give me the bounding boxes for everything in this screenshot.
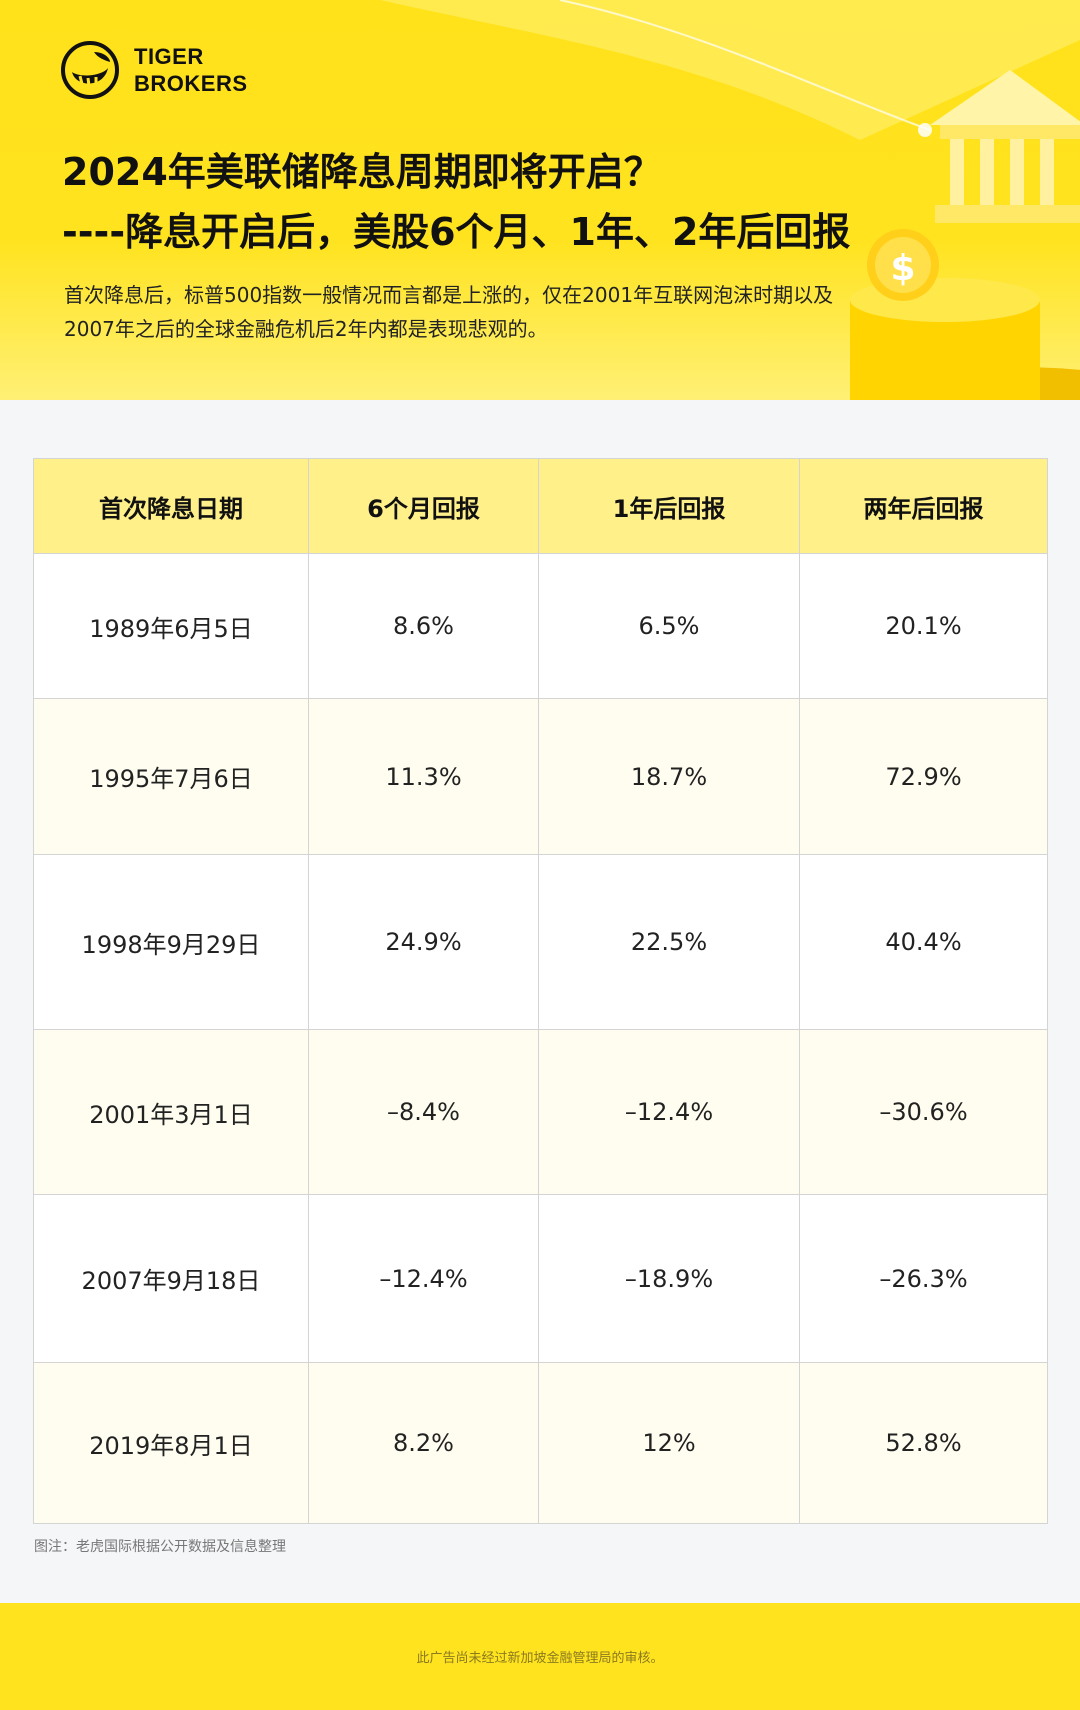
table-row: 1998年9月29日 24.9% 22.5% 40.4% xyxy=(33,854,1048,1030)
cell-6-month: 8.2% xyxy=(308,1362,539,1524)
cell-2-year: –26.3% xyxy=(799,1194,1048,1363)
title-line-2: ----降息开启后，美股6个月、1年、2年后回报 xyxy=(62,210,851,254)
dollar-coin-icon: $ xyxy=(867,229,939,301)
cell-1-year: 18.7% xyxy=(538,698,800,855)
cell-6-month: 24.9% xyxy=(308,854,539,1030)
table-row: 2007年9月18日 –12.4% –18.9% –26.3% xyxy=(33,1194,1048,1363)
table-row: 1995年7月6日 11.3% 18.7% 72.9% xyxy=(33,698,1048,855)
cell-6-month: 11.3% xyxy=(308,698,539,855)
svg-text:$: $ xyxy=(890,248,915,289)
cell-2-year: –30.6% xyxy=(799,1029,1048,1195)
podium-icon xyxy=(850,278,1080,400)
cell-2-year: 20.1% xyxy=(799,553,1048,699)
table-row: 1989年6月5日 8.6% 6.5% 20.1% xyxy=(33,553,1048,699)
returns-table-container: 首次降息日期 6个月回报 1年后回报 两年后回报 1989年6月5日 8.6% … xyxy=(33,458,1048,1524)
cell-date: 2001年3月1日 xyxy=(33,1029,309,1195)
header-first-cut-date: 首次降息日期 xyxy=(33,458,309,554)
table-header-row: 首次降息日期 6个月回报 1年后回报 两年后回报 xyxy=(33,458,1048,554)
cell-6-month: –12.4% xyxy=(308,1194,539,1363)
cell-2-year: 72.9% xyxy=(799,698,1048,855)
cell-6-month: –8.4% xyxy=(308,1029,539,1195)
hero-decoration: $ xyxy=(380,0,1080,400)
cell-date: 2007年9月18日 xyxy=(33,1194,309,1363)
disclaimer-text: 此广告尚未经过新加坡金融管理局的审核。 xyxy=(416,1651,664,1666)
cell-1-year: –12.4% xyxy=(538,1029,800,1195)
cell-1-year: –18.9% xyxy=(538,1194,800,1363)
brand-name-line2: BROKERS xyxy=(134,71,248,96)
cell-date: 1998年9月29日 xyxy=(33,854,309,1030)
brand-logo: TIGER BROKERS xyxy=(60,40,248,100)
cell-2-year: 52.8% xyxy=(799,1362,1048,1524)
cell-1-year: 6.5% xyxy=(538,553,800,699)
cell-date: 2019年8月1日 xyxy=(33,1362,309,1524)
returns-table: 首次降息日期 6个月回报 1年后回报 两年后回报 1989年6月5日 8.6% … xyxy=(33,458,1048,1524)
tiger-logo-icon xyxy=(61,41,119,99)
brand-name: TIGER BROKERS xyxy=(134,43,248,97)
cell-1-year: 12% xyxy=(538,1362,800,1524)
cell-date: 1995年7月6日 xyxy=(33,698,309,855)
intro-text: 首次降息后，标普500指数一般情况而言都是上涨的，仅在2001年互联网泡沫时期以… xyxy=(64,283,834,341)
header-1-year-return: 1年后回报 xyxy=(538,458,800,554)
title-line-1: 2024年美联储降息周期即将开启？ xyxy=(62,150,662,194)
header-6-month-return: 6个月回报 xyxy=(308,458,539,554)
cell-6-month: 8.6% xyxy=(308,553,539,699)
page-title: 2024年美联储降息周期即将开启？ ----降息开启后，美股6个月、1年、2年后… xyxy=(62,142,1022,262)
table-row: 2019年8月1日 8.2% 12% 52.8% xyxy=(33,1362,1048,1524)
hero-banner: $ TIGER BROKERS 2024年美联储降息周期即将开启？ ----降息… xyxy=(0,0,1080,400)
bank-building-icon xyxy=(930,70,1080,223)
table-row: 2001年3月1日 –8.4% –12.4% –30.6% xyxy=(33,1029,1048,1195)
header-2-year-return: 两年后回报 xyxy=(799,458,1048,554)
cell-1-year: 22.5% xyxy=(538,854,800,1030)
source-note: 图注：老虎国际根据公开数据及信息整理 xyxy=(34,1539,286,1555)
cell-date: 1989年6月5日 xyxy=(33,553,309,699)
brand-name-line1: TIGER xyxy=(134,44,204,69)
footer-bar: 此广告尚未经过新加坡金融管理局的审核。 xyxy=(0,1603,1080,1710)
cell-2-year: 40.4% xyxy=(799,854,1048,1030)
